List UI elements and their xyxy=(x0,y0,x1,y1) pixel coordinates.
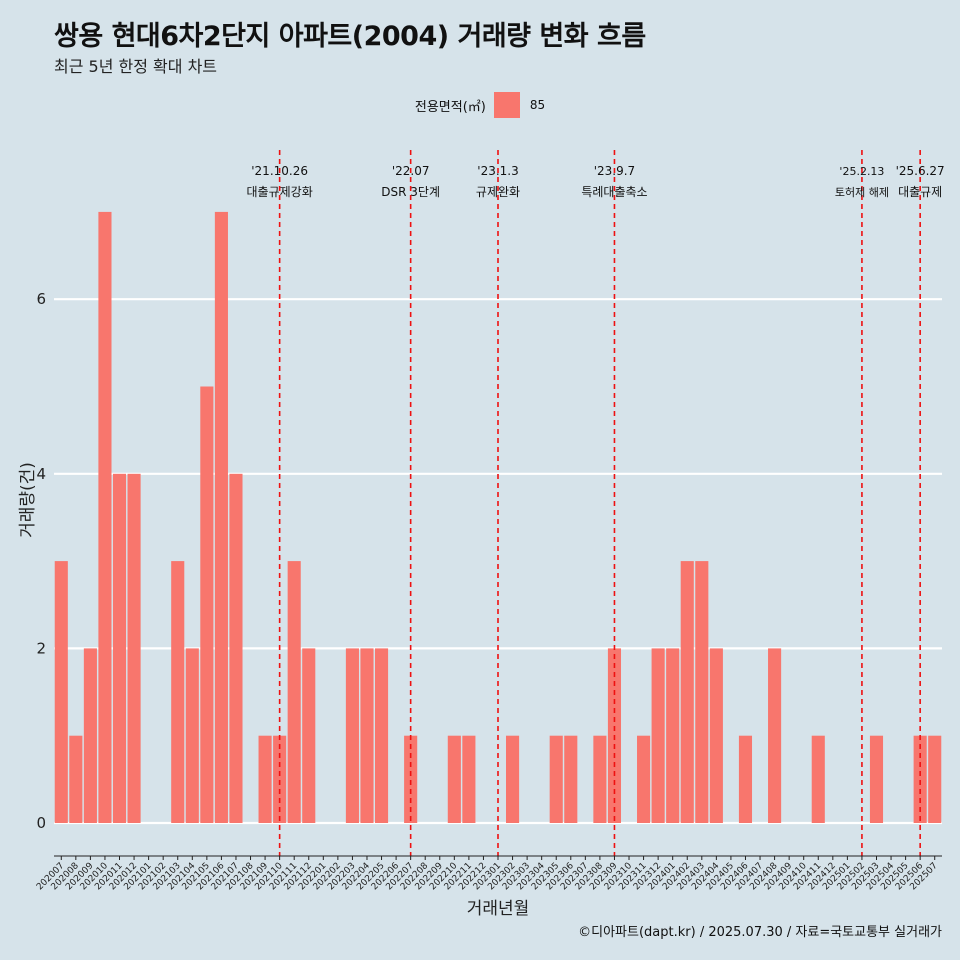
event-date: '23.1.3 xyxy=(477,164,518,178)
bar xyxy=(404,735,418,823)
bar xyxy=(374,648,389,823)
legend-title: 전용면적(㎡) xyxy=(414,99,486,115)
y-axis-title: 거래량(건) xyxy=(18,462,38,538)
y-tick-label: 6 xyxy=(36,290,46,308)
event-label: 대출규제 xyxy=(898,185,942,199)
y-tick-label: 4 xyxy=(36,465,46,483)
bar xyxy=(680,561,694,823)
bar xyxy=(54,561,68,823)
event-date: '25.2.13 xyxy=(839,165,884,178)
bar xyxy=(928,735,942,823)
bar xyxy=(273,735,287,823)
bar xyxy=(287,561,301,823)
event-annotations: '21.10.26 대출규제강화 '22.07 DSR 3단계 '23.1.3 규제완화 '… xyxy=(247,164,945,199)
bar xyxy=(185,648,199,823)
event-label: DSR 3단계 xyxy=(381,185,440,199)
bar xyxy=(462,735,476,823)
bar xyxy=(869,735,884,823)
bars xyxy=(54,211,942,823)
event-date: '21.10.26 xyxy=(251,164,308,178)
bar xyxy=(709,648,723,823)
bar xyxy=(506,735,520,823)
bar xyxy=(651,648,665,823)
bar xyxy=(171,561,185,823)
bar xyxy=(98,211,112,823)
bar xyxy=(127,473,141,823)
bar xyxy=(112,473,127,823)
bar xyxy=(360,648,374,823)
bar xyxy=(564,735,578,823)
bar xyxy=(447,735,461,823)
bar xyxy=(593,735,607,823)
legend-swatch xyxy=(493,92,520,118)
bar xyxy=(549,735,563,823)
axes: 0246202007202008202009202010202011202012… xyxy=(35,290,942,892)
bar xyxy=(258,735,272,823)
legend-label: 85 xyxy=(529,98,546,112)
bar xyxy=(302,648,316,823)
event-date: '25.6.27 xyxy=(896,164,945,178)
bar xyxy=(200,386,214,823)
bar xyxy=(214,211,228,823)
event-lines xyxy=(278,150,921,856)
event-label: 토허제 해제 xyxy=(835,185,889,199)
bar xyxy=(229,473,243,823)
legend: 전용면적(㎡) 85 xyxy=(0,92,960,118)
event-label: 규제완화 xyxy=(476,185,520,199)
bar xyxy=(69,735,83,823)
bar xyxy=(738,735,753,823)
bar xyxy=(83,648,97,823)
chart-subtitle: 최근 5년 한정 확대 차트 xyxy=(54,57,218,76)
y-tick-label: 2 xyxy=(36,639,46,657)
event-date: '22.07 xyxy=(392,164,430,178)
event-label: 대출규제강화 xyxy=(247,185,313,199)
event-label: 특례대출축소 xyxy=(581,185,647,199)
y-tick-label: 0 xyxy=(36,814,46,832)
bar xyxy=(811,735,825,823)
source-caption: ©디아파트(dapt.kr) / 2025.07.30 / 자료=국토교통부 실… xyxy=(578,925,942,940)
bar xyxy=(345,648,359,823)
bar xyxy=(768,648,782,823)
bar xyxy=(695,561,709,823)
x-axis-title: 거래년월 xyxy=(467,899,530,919)
bar xyxy=(637,735,651,823)
bar xyxy=(913,735,927,823)
chart-title: 쌍용 현대6차2단지 아파트(2004) 거래량 변화 흐름 xyxy=(54,21,646,52)
bar xyxy=(666,648,680,823)
event-date: '23.9.7 xyxy=(594,164,635,178)
